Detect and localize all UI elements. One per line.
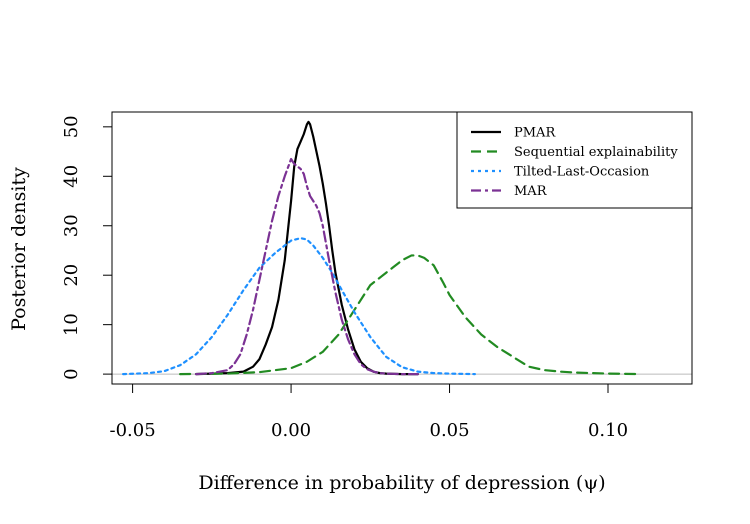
y-tick-label: 40 [61, 165, 82, 188]
series-line-2 [179, 254, 641, 376]
y-tick-label: 10 [61, 313, 82, 336]
y-tick-label: 50 [61, 115, 82, 138]
y-tick-label: 20 [61, 264, 82, 287]
y-tick-label: 0 [61, 368, 82, 379]
x-tick-label: -0.05 [110, 420, 156, 441]
legend-frame [456, 111, 693, 209]
x-tick-label: 0.05 [430, 420, 470, 441]
x-axis-title: Difference in probability of depression … [198, 472, 605, 494]
x-tick-label: 0.10 [588, 420, 628, 441]
x-tick-label: 0.00 [271, 420, 311, 441]
y-axis: 0 10 20 30 40 50 [61, 115, 112, 380]
legend-label-3: Tilted-Last-Occasion [514, 165, 650, 180]
y-axis-title: Posterior density [8, 167, 30, 331]
y-tick-label: 30 [61, 214, 82, 237]
series-line-4 [194, 157, 419, 376]
x-axis: -0.05 0.00 0.05 0.10 [110, 384, 628, 441]
plot-frame [111, 111, 693, 385]
legend: PMAR Sequential explainability Tilted-Last… [456, 111, 693, 209]
legend-label-2: Sequential explainability [514, 145, 678, 160]
series-line-3 [121, 237, 476, 376]
legend-label-1: PMAR [514, 126, 556, 141]
legend-label-4: MAR [514, 184, 548, 199]
series-line-1 [194, 120, 419, 376]
series-layer [121, 120, 641, 376]
